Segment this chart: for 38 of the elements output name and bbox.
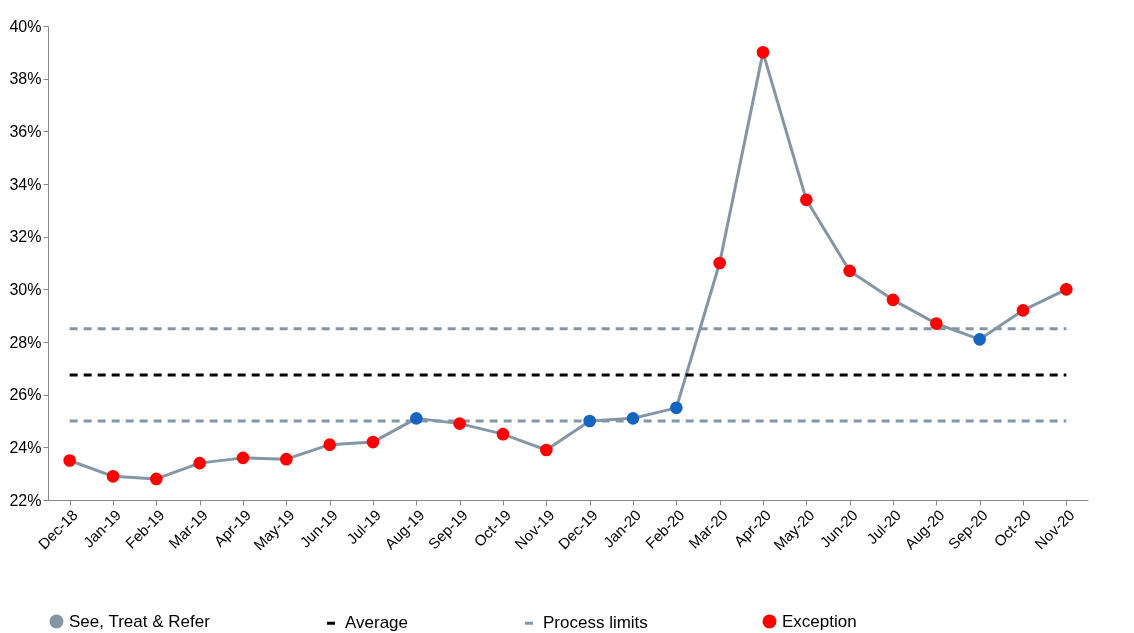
y-tick-label: 26% <box>9 386 42 404</box>
y-tick-label: 36% <box>9 122 42 140</box>
point <box>150 472 163 486</box>
point <box>713 256 726 270</box>
y-tick-label: 34% <box>9 175 42 193</box>
y-tick-label: 32% <box>9 228 42 246</box>
point <box>193 456 206 470</box>
y-tick-label: 30% <box>9 280 42 298</box>
y-tick-label: 40% <box>9 17 42 35</box>
y-tick-label: 38% <box>9 70 42 88</box>
point <box>886 293 900 307</box>
point <box>930 317 943 330</box>
point <box>1016 304 1030 317</box>
point <box>626 412 640 425</box>
point <box>540 443 553 457</box>
point <box>973 333 986 346</box>
y-tick-label: 22% <box>9 491 42 509</box>
y-tick-label: 24% <box>9 438 42 456</box>
point <box>63 454 76 467</box>
point <box>410 412 423 425</box>
y-tick-label: 28% <box>9 333 42 351</box>
point <box>106 469 120 483</box>
point <box>236 451 250 465</box>
point <box>366 435 380 449</box>
legend-label: Exception <box>782 611 857 631</box>
point <box>496 427 510 441</box>
legend-label: Process limits <box>543 613 648 633</box>
point <box>800 193 813 207</box>
point <box>280 452 293 466</box>
point <box>323 438 336 452</box>
point <box>843 264 856 278</box>
point <box>583 414 596 428</box>
point <box>670 401 683 415</box>
point <box>1060 283 1073 296</box>
point <box>756 46 770 59</box>
point <box>453 417 466 430</box>
legend-label: Average <box>345 613 409 633</box>
legend-label: See, Treat & Refer <box>69 611 211 631</box>
